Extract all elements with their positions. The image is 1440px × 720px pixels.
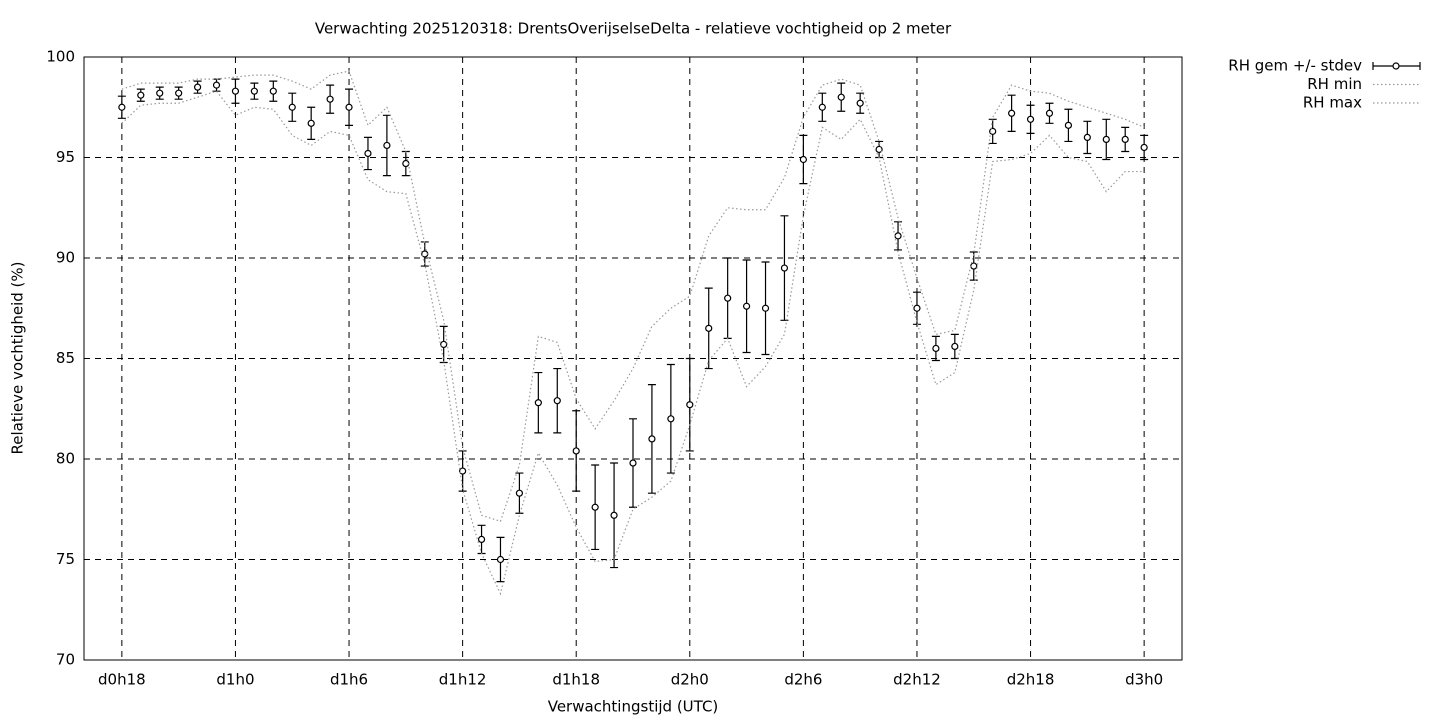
y-tick-label: 80 [56,450,75,468]
x-tick-label: d3h0 [1125,671,1163,689]
mean-point [932,344,940,353]
mean-point [648,435,656,443]
y-tick-label: 90 [56,249,75,267]
mean-point [477,535,486,544]
y-tick-label: 75 [56,550,75,568]
mean-point [572,447,580,455]
mean-point [951,342,959,351]
mean-point [269,87,277,95]
mean-point [780,264,789,272]
mean-point [326,95,334,103]
legend-label: RH min [1307,75,1362,93]
x-tick-label: d0h18 [98,671,146,689]
plot-frame [83,56,1183,661]
mean-point [1083,133,1091,141]
mean-point [553,397,561,405]
y-tick-label: 85 [56,349,75,367]
mean-point [193,83,202,91]
y-tick-label: 95 [56,148,75,166]
mean-point [591,503,599,511]
mean-point [175,89,183,97]
chart-title: Verwachting 2025120318: DrentsOverijsels… [315,20,952,38]
mean-point [989,127,997,135]
mean-point [307,119,315,127]
mean-point [345,103,353,111]
mean-point [629,459,637,467]
mean-point [231,87,240,95]
mean-point [383,141,391,150]
mean-point [724,294,732,302]
mean-point [156,89,164,97]
mean-point [742,302,751,310]
mean-point [610,511,618,519]
mean-point [118,103,126,111]
mean-point [1121,135,1129,144]
mean-point [837,93,845,101]
y-tick-label: 100 [46,48,75,66]
mean-point [818,103,826,111]
mean-point [1064,121,1073,129]
y-axis-label: Relatieve vochtigheid (%) [9,261,27,454]
mean-point [1102,135,1110,144]
mean-point [1026,115,1035,123]
mean-point [364,149,372,158]
legend-swatch [1392,62,1400,70]
mean-point [705,324,713,332]
x-tick-label: d2h0 [671,671,709,689]
mean-point [799,155,807,164]
line-series [121,90,1145,596]
x-tick-label: d2h18 [1007,671,1055,689]
mean-point [496,555,505,564]
mean-point [137,91,145,99]
mean-point [761,304,770,312]
mean-point [515,489,524,497]
x-tick-label: d1h18 [552,671,600,689]
mean-point [894,232,902,240]
mean-point [970,262,978,270]
x-tick-label: d1h12 [439,671,487,689]
legend-label: RH max [1303,94,1362,112]
legend-label: RH gem +/- stdev [1228,57,1362,75]
mean-point [856,99,864,107]
mean-point [1140,143,1148,152]
mean-point [250,87,258,95]
mean-point [212,81,221,89]
y-tick-label: 70 [56,651,75,669]
mean-point [913,304,921,312]
mean-point [288,103,296,111]
x-axis-label: Verwachtingstijd (UTC) [548,698,719,716]
mean-point [1008,109,1016,117]
mean-point [440,340,448,349]
x-tick-label: d1h6 [330,671,368,689]
x-tick-label: d2h6 [784,671,822,689]
x-tick-label: d2h12 [893,671,941,689]
mean-point [1045,109,1054,117]
line-series [121,70,1145,523]
mean-point [667,415,675,423]
mean-point [686,401,694,409]
x-tick-label: d1h0 [216,671,254,689]
mean-point [459,467,467,475]
mean-point [534,399,542,407]
